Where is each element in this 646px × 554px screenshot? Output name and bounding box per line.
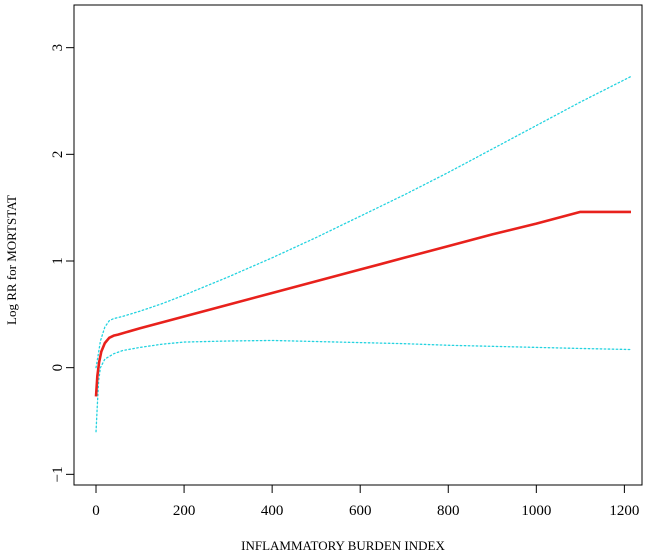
x-tick-label: 200 [173, 503, 196, 519]
series-line-lower-ci [95, 339, 632, 433]
x-tick-label: 0 [92, 503, 100, 519]
series-line-estimate [94, 210, 631, 397]
series-layer [94, 75, 632, 433]
x-tick-label: 400 [261, 503, 284, 519]
y-tick-label: −1 [50, 466, 66, 482]
x-axis: 0 200 400 600 800 1000 1200 [92, 485, 639, 519]
x-tick-label: 600 [349, 503, 372, 519]
x-axis-title: INFLAMMATORY BURDEN INDEX [241, 538, 445, 553]
y-tick-label: 3 [50, 44, 66, 52]
y-axis: −1 0 1 2 3 [50, 44, 74, 482]
plot-frame [73, 4, 643, 486]
y-tick-label: 0 [50, 364, 66, 372]
x-tick-label: 1000 [521, 503, 551, 519]
x-tick-label: 1200 [609, 503, 639, 519]
x-tick-label: 800 [437, 503, 460, 519]
y-tick-label: 2 [50, 151, 66, 159]
series-line-upper-ci [95, 75, 632, 369]
y-tick-label: 1 [50, 257, 66, 265]
y-axis-title: Log RR for MORTSTAT [4, 195, 19, 325]
